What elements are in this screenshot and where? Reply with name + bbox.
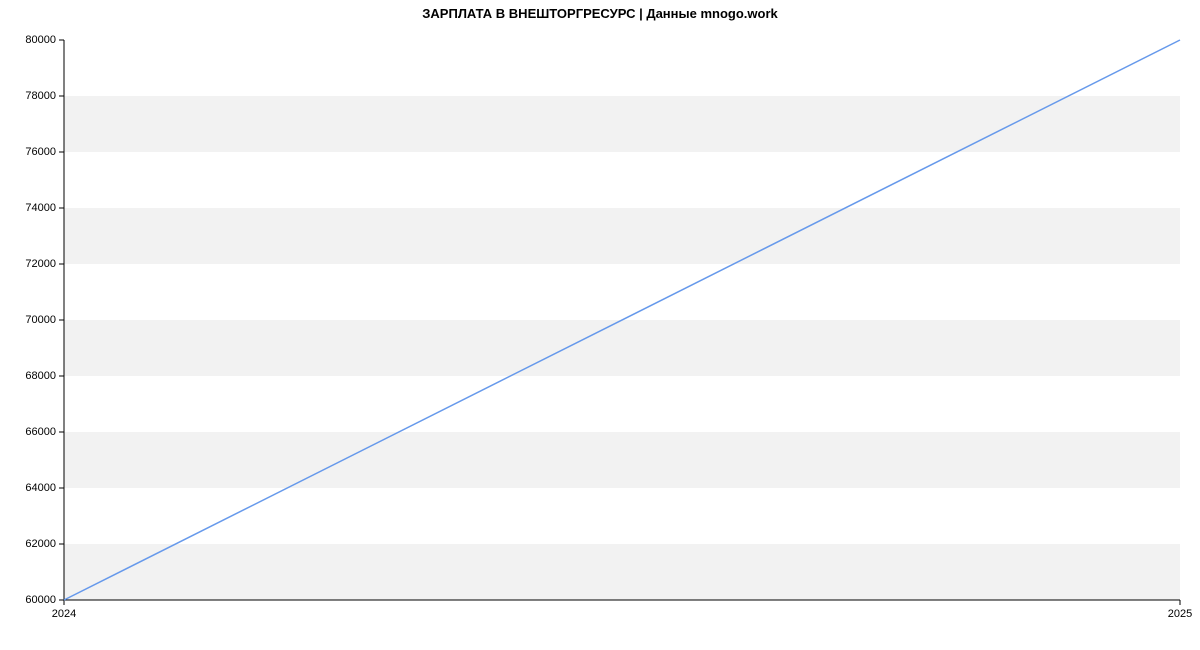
y-tick-label: 68000 [25, 370, 56, 382]
y-tick-label: 72000 [25, 258, 56, 270]
y-tick-label: 66000 [25, 426, 56, 438]
chart-band [64, 432, 1180, 488]
y-tick-label: 60000 [25, 594, 56, 606]
chart-band [64, 320, 1180, 376]
chart-plot: 60000 62000 64000 66000 68000 70000 72000 74000… [14, 35, 1200, 625]
chart-container: ЗАРПЛАТА В ВНЕШТОРГРЕСУРС | Данные mnogo… [0, 0, 1200, 650]
y-tick-label: 74000 [25, 202, 56, 214]
chart-title: ЗАРПЛАТА В ВНЕШТОРГРЕСУРС | Данные mnogo… [0, 6, 1200, 21]
chart-band [64, 544, 1180, 600]
y-tick-label: 64000 [25, 482, 56, 494]
y-tick-label: 76000 [25, 146, 56, 158]
y-tick-label: 70000 [25, 314, 56, 326]
chart-svg: 60000 62000 64000 66000 68000 70000 72000 74000… [14, 35, 1200, 625]
y-tick-label: 80000 [25, 35, 56, 46]
chart-band [64, 208, 1180, 264]
x-tick-label: 2025 [1168, 608, 1192, 620]
y-tick-label: 78000 [25, 90, 56, 102]
y-tick-label: 62000 [25, 538, 56, 550]
x-tick-label: 2024 [52, 608, 76, 620]
